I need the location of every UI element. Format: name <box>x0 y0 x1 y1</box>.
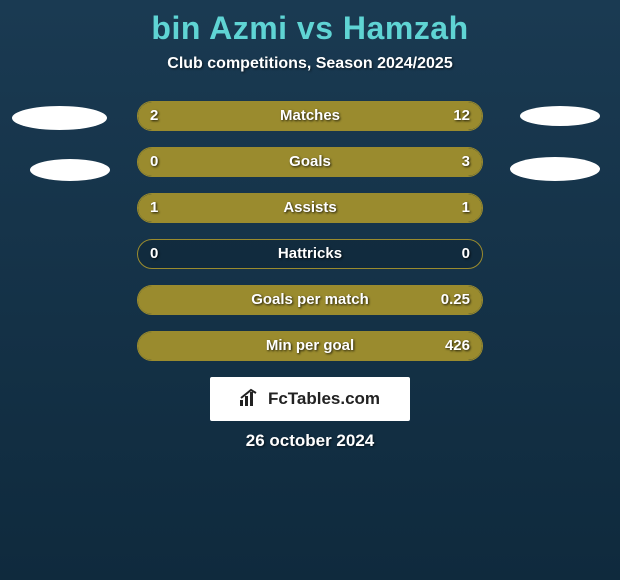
stat-bar-row: 0Goals3 <box>137 147 483 177</box>
stat-bar-row: 1Assists1 <box>137 193 483 223</box>
stat-bar-row: Min per goal426 <box>137 331 483 361</box>
subtitle: Club competitions, Season 2024/2025 <box>0 55 620 73</box>
bar-label: Goals per match <box>138 286 482 314</box>
comparison-area: 2Matches120Goals31Assists10Hattricks0Goa… <box>0 101 620 361</box>
comparison-infographic: bin Azmi vs Hamzah Club competitions, Se… <box>0 0 620 580</box>
bar-label: Min per goal <box>138 332 482 360</box>
date-label: 26 october 2024 <box>0 431 620 451</box>
bar-value-right: 426 <box>445 332 470 360</box>
attribution-badge: FcTables.com <box>210 377 410 421</box>
player-left-shape-1 <box>12 106 107 130</box>
bar-value-right: 3 <box>462 148 470 176</box>
bar-value-right: 0 <box>462 240 470 268</box>
player-right-shape-1 <box>520 106 600 126</box>
bar-label: Hattricks <box>138 240 482 268</box>
stat-bar-row: Goals per match0.25 <box>137 285 483 315</box>
stat-bar-row: 2Matches12 <box>137 101 483 131</box>
player-right-shape-2 <box>510 157 600 181</box>
stat-bars: 2Matches120Goals31Assists10Hattricks0Goa… <box>137 101 483 361</box>
attribution-text: FcTables.com <box>268 389 380 409</box>
page-title: bin Azmi vs Hamzah <box>0 10 620 47</box>
bar-label: Goals <box>138 148 482 176</box>
bar-label: Assists <box>138 194 482 222</box>
player-left-shape-2 <box>30 159 110 181</box>
bar-value-right: 0.25 <box>441 286 470 314</box>
bar-label: Matches <box>138 102 482 130</box>
chart-icon <box>240 388 262 411</box>
bar-value-right: 12 <box>453 102 470 130</box>
bar-value-right: 1 <box>462 194 470 222</box>
stat-bar-row: 0Hattricks0 <box>137 239 483 269</box>
